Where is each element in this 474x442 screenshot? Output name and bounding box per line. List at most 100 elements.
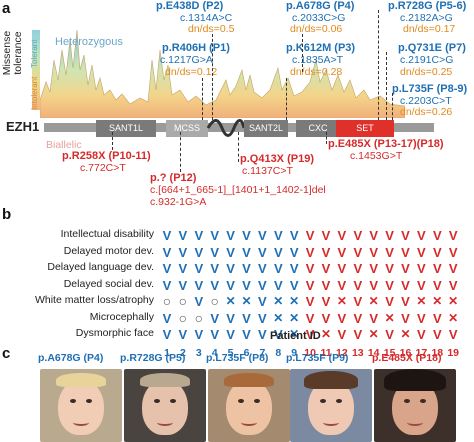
matrix-cell: V [194,228,204,243]
matrix-cell: V [401,310,410,326]
matrix-cell: ✕ [289,294,300,308]
patient-id: 15 [383,346,396,359]
matrix-cell: V [337,310,347,326]
protein-backbone [44,123,434,132]
patient-id: 5 [227,346,234,359]
variant-l735f: p.L735F (P8-9) [392,83,468,95]
matrix-cell: ○ [194,309,204,326]
variant-q731e-dnds: dn/ds=0.25 [400,66,453,78]
patient-photo-p5 [124,369,206,442]
matrix-cell: V [305,327,315,342]
matrix-cell: V [401,228,410,243]
matrix-cell: V [162,228,172,243]
matrix-cell: V [401,244,410,260]
matrix-cell: V [432,277,442,293]
domain-sant2l: SANT2L [244,120,288,137]
patient-photo-p18 [374,369,456,442]
variant-r728g-cdna: c.2182A>G [400,12,453,24]
matrix-cell: V [353,261,363,276]
variant-r258x-cdna: c.772C>T [80,162,126,174]
matrix-cell: V [226,244,235,260]
matrix-cell: V [226,228,235,243]
matrix-cell: V [321,261,331,276]
patient-id: 2 [179,346,186,359]
patient-id: 1 [164,346,170,359]
variant-r728g-dnds: dn/ds=0.17 [403,23,456,35]
matrix-cell: V [289,277,299,293]
matrix-cell: V [305,261,315,276]
tolerance-landscape [40,29,405,118]
matrix-cell: ○ [210,293,219,309]
variant-r406h-dnds: dn/ds=0.12 [165,66,218,78]
tolerance-color-scale [32,30,40,110]
matrix-cell: V [210,228,220,243]
matrix-cell: V [210,244,220,260]
matrix-cell: V [242,327,251,342]
photo-label-p4: p.A678G (P4) [38,352,104,364]
matrix-cell: ✕ [416,294,427,308]
matrix-cell: V [369,244,379,260]
connector-q413x [238,132,239,162]
matrix-cell: V [242,261,251,276]
matrix-cell: V [258,261,267,276]
variant-k612m-dnds: dn/ds=0.28 [290,66,343,78]
matrix-cell: V [401,277,410,293]
matrix-cell: V [305,228,315,243]
matrix-cell: V [385,277,394,293]
patient-id: 14 [367,346,380,359]
domain-sant1l: SANT1L [96,120,156,137]
photo-label-p9: p.L735F (P9) [286,352,349,364]
matrix-cell: ✕ [448,294,459,308]
variant-e438d-dnds: dn/ds=0.5 [188,23,235,35]
matrix-cell: V [162,310,172,326]
connector-e485x [326,132,327,144]
matrix-cell: V [162,261,172,276]
matrix-cell: V [448,244,458,260]
patient-id: 11 [320,346,332,359]
matrix-cell: V [273,277,283,293]
matrix-cell: V [273,244,283,260]
patient-id: 18 [431,346,444,359]
matrix-cell: ✕ [320,327,332,341]
matrix-cell: V [337,327,347,342]
matrix-cell: V [210,277,220,293]
matrix-cell: V [321,277,331,293]
domain-cxc: CXC [296,120,340,137]
trait-label: Intellectual disability [60,228,154,240]
variant-k612m-cdna: c.1835A>T [292,54,344,66]
variant-e438d: p.E438D (P2) [156,0,224,12]
trait-label: Delayed social dev. [63,277,154,290]
matrix-cell: V [210,261,220,276]
trait-label: Delayed language dev. [47,261,154,273]
matrix-cell: V [194,244,204,260]
connector-r258x [112,132,113,150]
matrix-cell: V [353,310,363,326]
matrix-cell: V [353,244,363,260]
panel-b-letter: b [2,206,12,223]
variant-a678g-cdna: c.2033C>G [292,12,346,24]
matrix-cell: ✕ [384,310,395,325]
patient-id: 17 [415,346,428,359]
matrix-cell: ✕ [289,327,300,341]
patient-id: 7 [259,346,266,359]
matrix-cell: V [194,294,204,309]
variant-q413x: p.Q413X (P19) [240,153,314,165]
matrix-cell: V [337,244,347,260]
variant-q731e-cdna: c.2191C>G [400,54,454,66]
matrix-cell: V [242,228,251,243]
matrix-cell: V [305,310,315,326]
variant-r728g: p.R728G (P5-6) [388,0,467,12]
matrix-cell: ✕ [336,294,347,308]
matrix-cell: V [385,261,394,276]
matrix-cell: V [289,261,299,276]
trait-label: White matter loss/atrophy [34,294,154,306]
trait-label: Dysmorphic face [75,327,154,339]
connector-l735f [392,93,393,120]
variant-q413x-cdna: c.1137C>T [242,165,293,177]
matrix-cell: V [385,228,394,243]
matrix-cell: V [226,261,235,276]
matrix-cell: V [401,294,410,309]
trait-label: Microcephally [89,310,154,323]
break-symbol [206,119,246,137]
matrix-cell: V [385,327,394,342]
